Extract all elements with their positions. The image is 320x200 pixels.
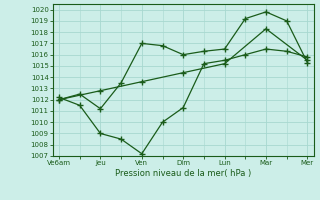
- X-axis label: Pression niveau de la mer( hPa ): Pression niveau de la mer( hPa ): [115, 169, 251, 178]
